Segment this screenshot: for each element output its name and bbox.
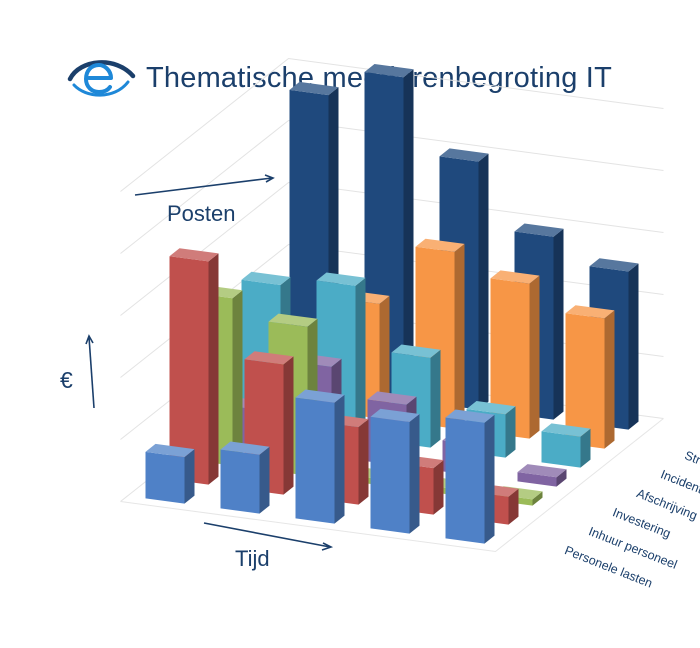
gridline: [120, 119, 664, 254]
bar-side: [628, 263, 639, 430]
bar: [220, 441, 270, 514]
bar-top: [169, 248, 219, 262]
bar-top: [145, 443, 195, 458]
bar-side: [403, 69, 414, 400]
eye-e-logo-icon: [67, 60, 136, 97]
value-axis-label: €: [60, 367, 73, 393]
bar-top: [565, 305, 615, 319]
bar: [517, 464, 567, 487]
bar-side: [232, 290, 243, 466]
bar-side: [532, 491, 543, 506]
bar-side: [484, 414, 495, 544]
bar-side: [334, 394, 345, 524]
bar-top: [391, 344, 441, 358]
bar-top: [295, 389, 345, 403]
bar-side: [184, 449, 195, 504]
bar-top: [517, 464, 567, 478]
bar: [145, 443, 195, 504]
bar-front: [169, 256, 209, 485]
bar-side: [208, 253, 219, 485]
bar-top: [541, 423, 591, 437]
bar-top: [241, 271, 291, 285]
bar-top: [589, 258, 639, 272]
bar-top: [364, 64, 414, 78]
posten-arrow-head: [264, 174, 275, 183]
bar-top: [289, 81, 339, 96]
gridline: [120, 57, 664, 192]
bar-top: [316, 272, 366, 286]
bar-front: [517, 472, 557, 487]
bar-side: [259, 446, 270, 514]
bar-side: [355, 277, 366, 438]
bar: [370, 408, 420, 534]
bar-side: [430, 349, 441, 448]
bar-side: [409, 414, 420, 534]
bar-side: [433, 460, 444, 515]
tijd-axis-arrow: [203, 522, 331, 548]
value-arrow-head: [85, 334, 94, 345]
bar-side: [454, 243, 465, 429]
bar-front: [565, 313, 605, 449]
bar-top: [220, 441, 270, 455]
bar-top: [439, 148, 489, 162]
floor-edge: [120, 418, 664, 553]
value-axis-arrow: [88, 336, 95, 409]
bar-side: [505, 406, 516, 458]
bar: [565, 305, 615, 449]
bar-front: [445, 417, 485, 544]
bar-front: [541, 431, 581, 468]
posten-axis-label: Posten: [167, 201, 236, 226]
bar-side: [553, 228, 564, 420]
bar-top: [268, 313, 318, 327]
bar-side: [604, 310, 615, 449]
bar: [490, 270, 540, 439]
bar-top: [244, 351, 294, 365]
bar-top: [367, 391, 417, 405]
bar: [169, 248, 219, 485]
bar-top: [466, 401, 516, 415]
bar-front: [490, 278, 530, 439]
posten-axis-arrow: [134, 177, 273, 196]
bar-top: [490, 270, 540, 284]
bar-side: [529, 275, 540, 439]
bar-side: [580, 428, 591, 468]
bar-top: [445, 409, 495, 423]
bar-side: [283, 356, 294, 495]
bar-front: [370, 416, 410, 534]
bar-front: [145, 451, 185, 504]
bar-side: [478, 153, 489, 410]
bar-top: [415, 238, 465, 252]
tijd-arrow-head: [321, 542, 334, 551]
bar: [445, 409, 495, 544]
bars: [145, 64, 639, 544]
bar-side: [508, 488, 519, 525]
bar: [541, 423, 591, 468]
bar: [295, 389, 345, 524]
bar-side: [358, 419, 369, 505]
bar-side: [379, 295, 390, 419]
tijd-axis-label: Tijd: [235, 546, 270, 571]
bar-front: [220, 449, 260, 514]
bar-top: [370, 408, 420, 422]
bar-side: [556, 469, 567, 487]
bar-top: [514, 223, 564, 237]
bar-front: [295, 397, 335, 524]
